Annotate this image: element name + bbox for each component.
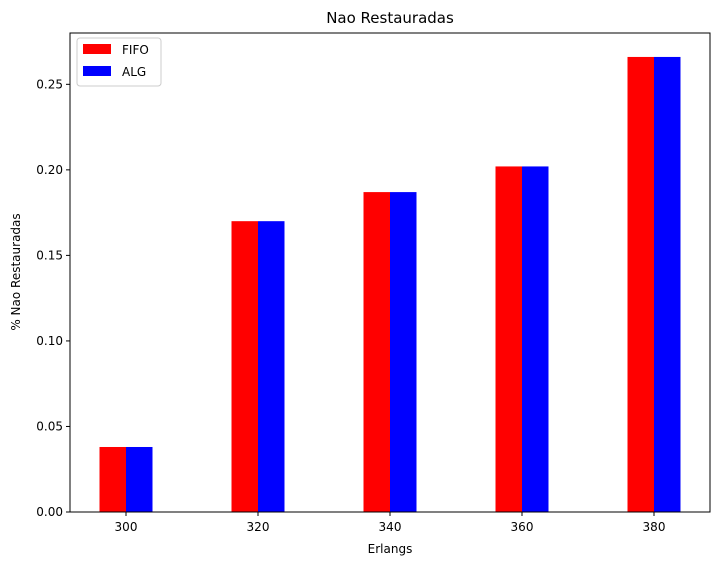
x-axis: 300 320 340 360 380 [115,512,666,534]
y-tick-label: 0.10 [36,334,63,348]
y-tick-label: 0.05 [36,419,63,433]
y-tick-label: 0.20 [36,163,63,177]
x-tick-label: 300 [115,520,138,534]
bar-alg-320 [258,221,285,512]
legend-swatch-alg [83,66,111,76]
y-axis-label: % Nao Restauradas [9,213,23,330]
x-tick-label: 360 [511,520,534,534]
y-tick-label: 0.00 [36,505,63,519]
bar-fifo-340 [363,192,390,512]
bar-fifo-360 [495,166,522,512]
x-tick-label: 340 [379,520,402,534]
legend-swatch-fifo [83,44,111,54]
bar-fifo-300 [99,446,126,512]
x-tick-label: 380 [643,520,666,534]
legend: FIFO ALG [76,37,162,87]
bar-alg-380 [654,56,681,512]
bar-alg-340 [390,192,417,512]
legend-label-alg: ALG [122,65,146,79]
bar-alg-300 [126,446,153,512]
legend-label-fifo: FIFO [122,43,149,57]
bar-alg-360 [522,166,549,512]
x-axis-label: Erlangs [368,542,413,556]
bar-fifo-320 [231,221,258,512]
y-tick-label: 0.25 [36,77,63,91]
bars-layer [99,56,681,512]
y-tick-label: 0.15 [36,248,63,262]
x-tick-label: 320 [247,520,270,534]
y-axis: 0.00 0.05 0.10 0.15 0.20 0.25 [36,77,70,519]
chart-title: Nao Restauradas [326,9,454,27]
bar-fifo-380 [627,56,654,512]
